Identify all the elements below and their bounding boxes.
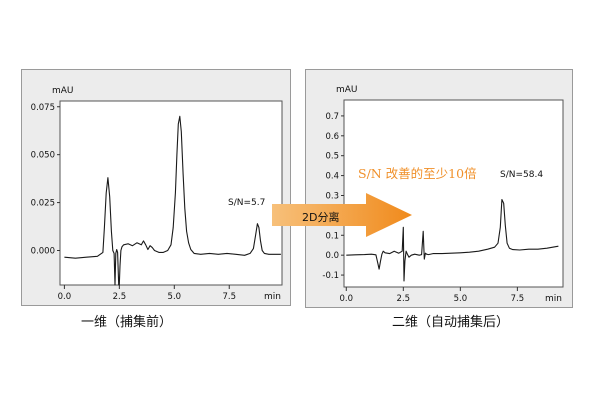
right-y-tick-label: 0.1 (325, 231, 339, 241)
chart-left-svg: mAU min 0.075 0.050 0.025 0.000 0.0 2.5 5.0 7.5 S/… (31, 86, 283, 302)
chart-right-caption: 二维（自动捕集后） (392, 315, 510, 330)
left-y-axis-label: mAU (52, 86, 74, 96)
right-y-tick-label: 0.6 (325, 132, 339, 142)
right-y-tick-label: 0.7 (325, 112, 339, 122)
chart-panel-left: mAU min 0.075 0.050 0.025 0.000 0.0 2.5 5.0 7.5 S/… (21, 69, 291, 306)
right-y-tick-label: 0.0 (325, 251, 339, 261)
right-x-tick-label: 7.5 (511, 294, 525, 304)
right-plot-area (343, 99, 564, 288)
separation-arrow-label: 2D分离 (302, 210, 339, 224)
right-chromatogram-trace (346, 198, 559, 282)
left-sn-annotation: S/N=5.7 (228, 198, 265, 208)
chart-left-caption: 一维（捕集前） (81, 315, 173, 330)
left-chromatogram-trace (64, 115, 281, 286)
left-x-tick-label: 7.5 (222, 292, 236, 302)
right-x-axis-label: min (545, 294, 562, 304)
right-y-tick-label: 0.5 (325, 152, 339, 162)
left-y-tick-label: 0.075 (31, 103, 55, 113)
left-plot-area (59, 100, 283, 286)
right-x-tick-label: 2.5 (397, 294, 411, 304)
right-sn-annotation: S/N=58.4 (500, 170, 543, 180)
left-y-tick-label: 0.025 (31, 199, 55, 209)
left-x-tick-label: 0.0 (58, 292, 72, 302)
left-x-tick-label: 2.5 (113, 292, 127, 302)
chart-panel-right: mAUmin0.70.60.50.40.30.20.10.0-0.10.02.5… (305, 69, 573, 308)
right-y-tick-label: -0.1 (322, 271, 339, 281)
right-x-tick-label: 0.0 (340, 294, 354, 304)
left-y-tick-label: 0.000 (31, 247, 55, 257)
separation-arrow (272, 193, 412, 237)
left-x-tick-label: 5.0 (168, 292, 182, 302)
improvement-text: S/N 改善的至少10倍 (358, 166, 477, 181)
right-y-tick-label: 0.3 (325, 191, 339, 201)
right-y-axis-label: mAU (336, 85, 358, 95)
left-x-axis-label: min (264, 292, 281, 302)
chart-right-svg: mAUmin0.70.60.50.40.30.20.10.0-0.10.02.5… (322, 85, 564, 304)
left-y-tick-label: 0.050 (31, 151, 55, 161)
right-y-tick-label: 0.4 (325, 172, 339, 182)
right-x-tick-label: 5.0 (454, 294, 468, 304)
